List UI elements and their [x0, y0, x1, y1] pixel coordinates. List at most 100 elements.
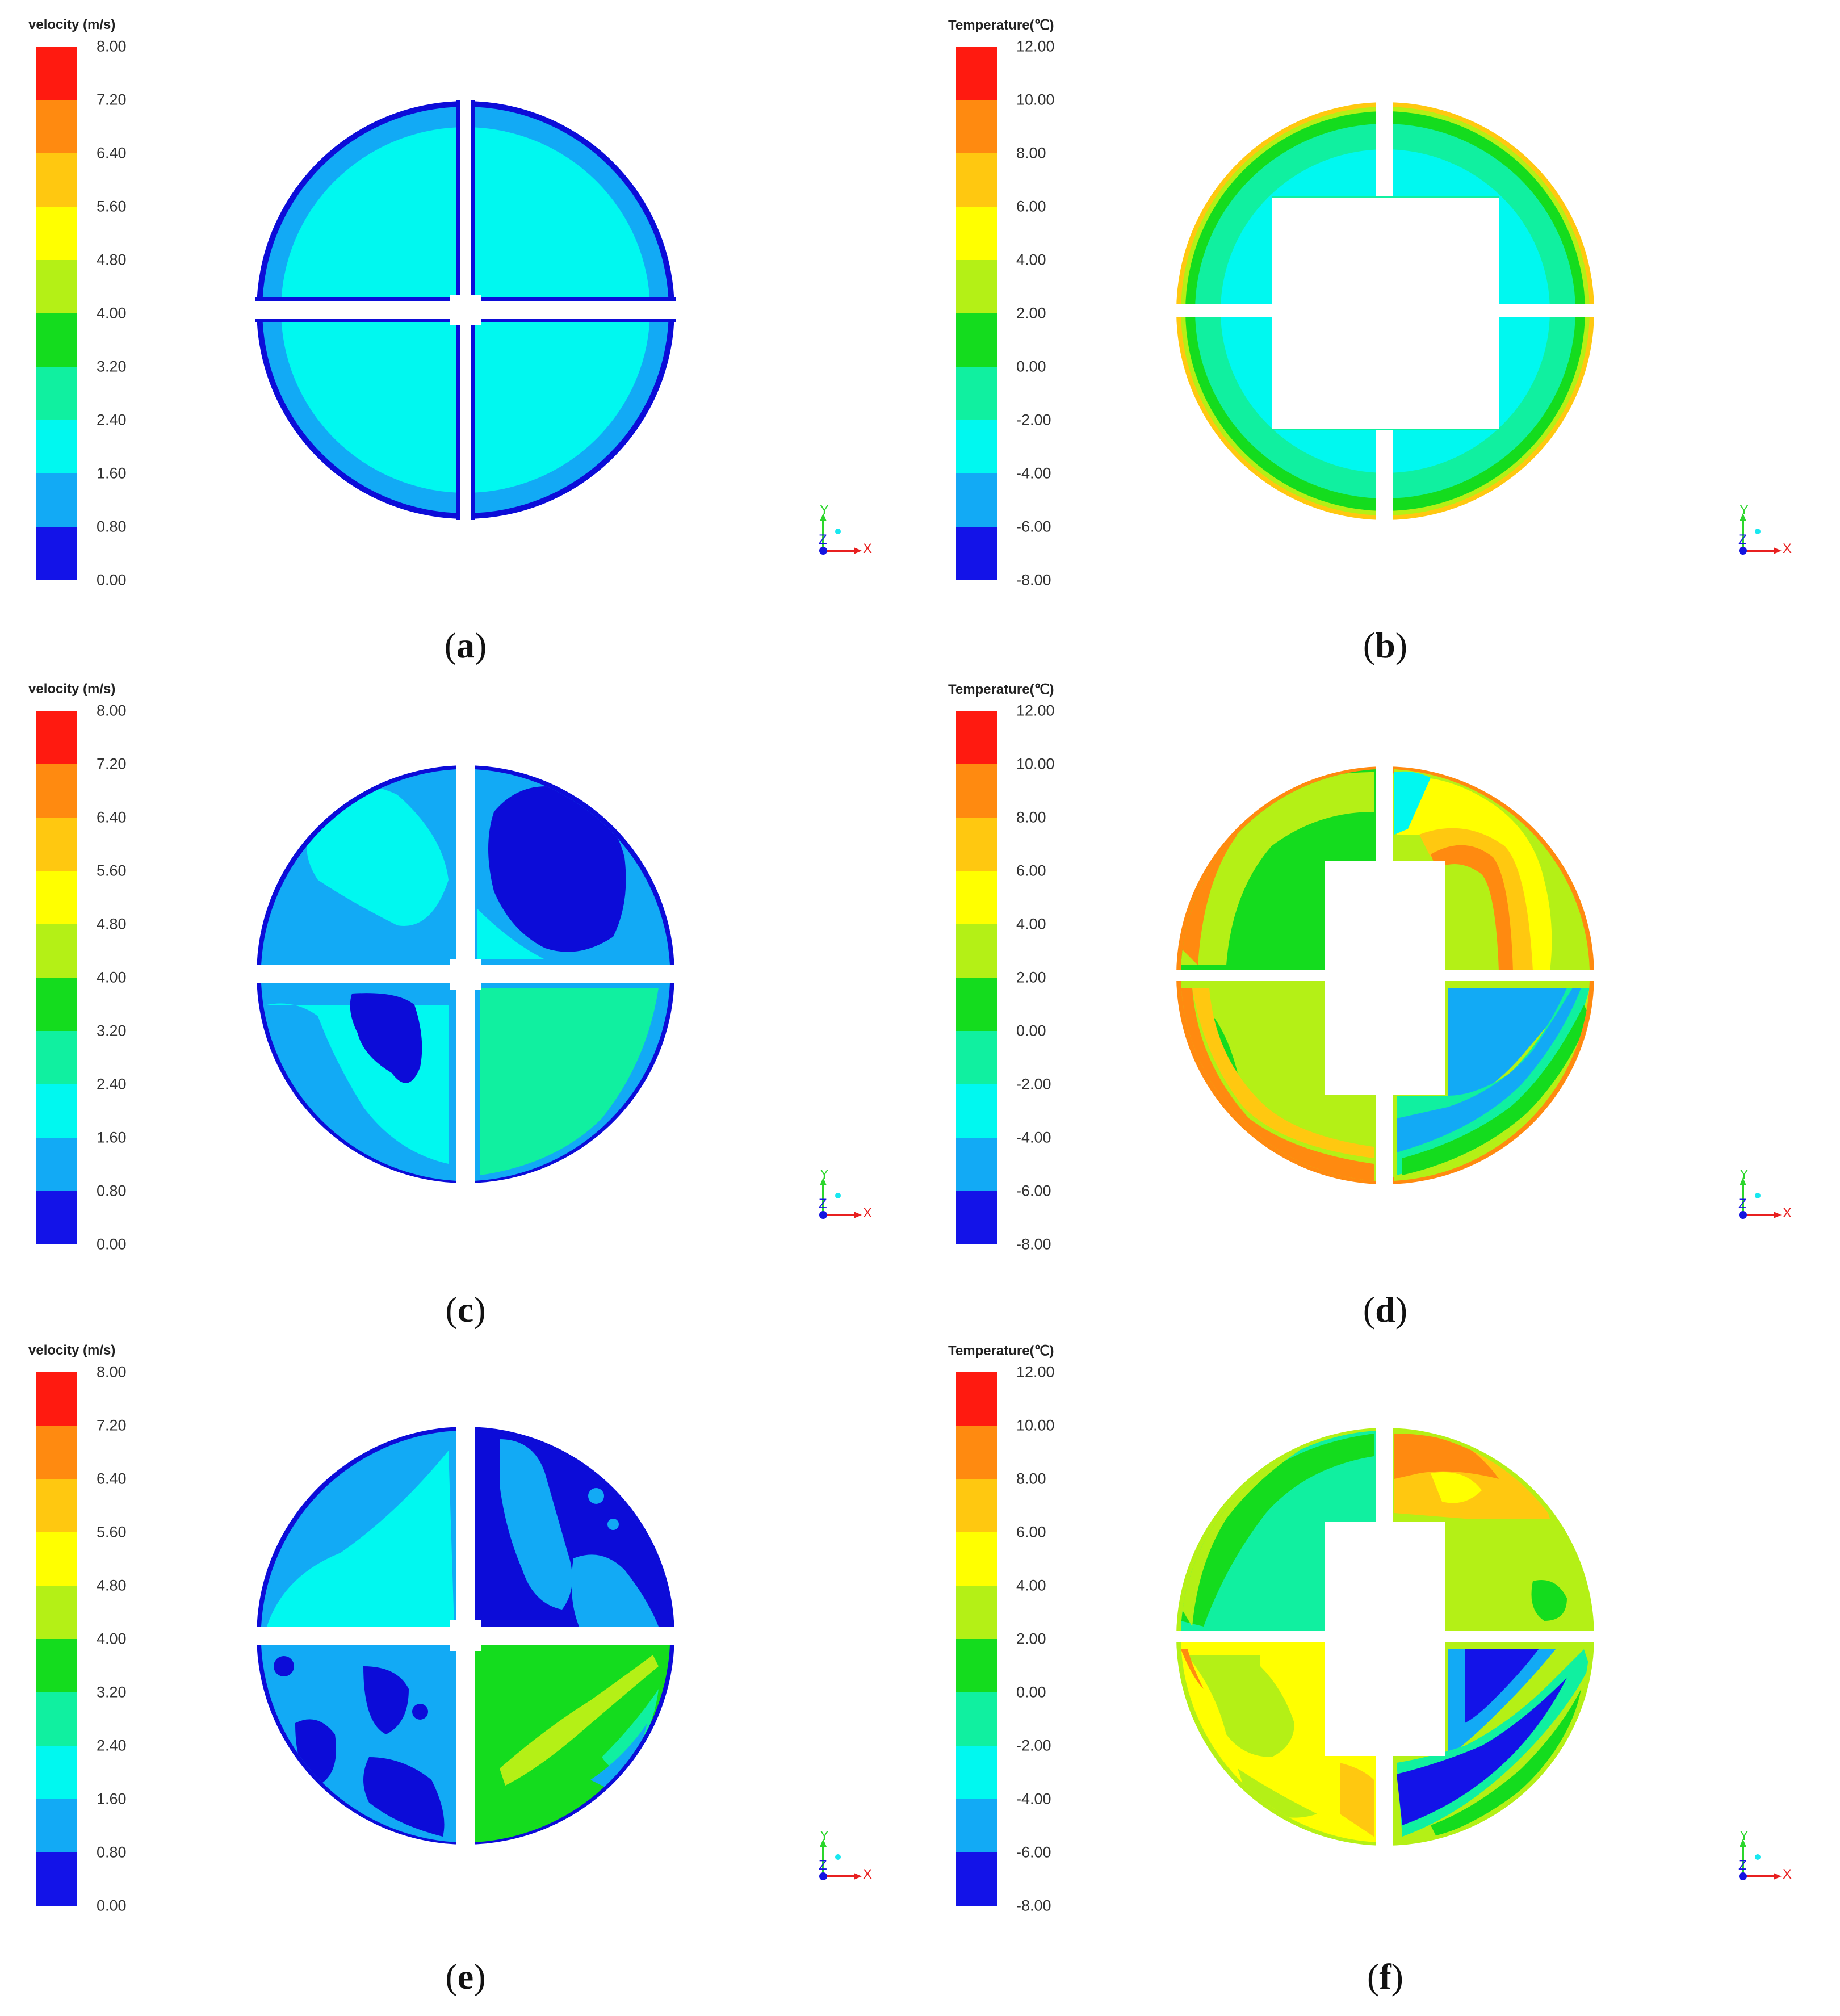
- temperature-tick-labels: 12.00 10.00 8.00 6.00 4.00 2.00 0.00 -2.…: [1016, 1364, 1084, 1914]
- tick-label: 5.60: [97, 1523, 127, 1541]
- panel-caption: (c): [445, 1289, 486, 1330]
- tick-label: 10.00: [1016, 1416, 1055, 1434]
- tick-label: 10.00: [1016, 755, 1055, 773]
- panel-caption: (a): [444, 625, 487, 665]
- velocity-color-bar: [36, 1372, 77, 1906]
- temperature-legend-title: Temperature(℃): [948, 18, 1054, 33]
- tick-label: 2.00: [1016, 304, 1046, 322]
- velocity-contour-plot: [250, 761, 681, 1192]
- svg-text:X: X: [1783, 1205, 1792, 1221]
- svg-text:Y: Y: [1740, 505, 1749, 518]
- tick-label: 7.20: [97, 1416, 127, 1434]
- panel-c: velocity (m/s) 8.00 7.20 6.40 5.60 4.80 …: [0, 664, 920, 1336]
- tick-label: -4.00: [1016, 1790, 1051, 1808]
- tick-label: -6.00: [1016, 1843, 1051, 1861]
- tick-label: 12.00: [1016, 1363, 1055, 1381]
- tick-label: -6.00: [1016, 1182, 1051, 1200]
- velocity-legend-title: velocity (m/s): [28, 17, 116, 32]
- tick-label: 8.00: [1016, 144, 1046, 162]
- tick-label: 5.60: [97, 198, 127, 215]
- tick-label: 8.00: [1016, 1470, 1046, 1487]
- svg-text:Y: Y: [820, 1170, 829, 1182]
- tick-label: 2.40: [97, 1075, 127, 1093]
- svg-text:Z: Z: [819, 532, 827, 547]
- tick-label: -6.00: [1016, 518, 1051, 535]
- axis-triad-icon: Y Z X: [1738, 505, 1792, 556]
- tick-label: -4.00: [1016, 464, 1051, 482]
- tick-label: 0.00: [1016, 358, 1046, 375]
- velocity-tick-labels: 8.00 7.20 6.40 5.60 4.80 4.00 3.20 2.40 …: [97, 702, 165, 1253]
- panel-caption: (b): [1363, 625, 1408, 665]
- svg-text:Z: Z: [1738, 1196, 1747, 1212]
- tick-label: 10.00: [1016, 91, 1055, 108]
- tick-label: 6.00: [1016, 1523, 1046, 1541]
- temperature-tick-labels: 12.00 10.00 8.00 6.00 4.00 2.00 0.00 -2.…: [1016, 38, 1084, 589]
- tick-label: 2.40: [97, 1737, 127, 1754]
- temperature-legend-title: Temperature(℃): [948, 1343, 1054, 1359]
- tick-label: 4.80: [97, 251, 127, 269]
- tick-label: 8.00: [97, 702, 127, 719]
- velocity-tick-labels: 8.00 7.20 6.40 5.60 4.80 4.00 3.20 2.40 …: [97, 1364, 165, 1914]
- temperature-contour-plot: [1170, 761, 1601, 1192]
- axis-triad-icon: Y Z X: [819, 505, 872, 556]
- tick-label: -2.00: [1016, 411, 1051, 429]
- panel-f: Temperature(℃) 12.00 10.00 8.00 6.00 4.0…: [920, 1326, 1839, 1997]
- temperature-color-bar: [956, 711, 997, 1244]
- tick-label: 2.00: [1016, 969, 1046, 986]
- velocity-legend-title: velocity (m/s): [28, 1343, 116, 1358]
- tick-label: 3.20: [97, 1022, 127, 1040]
- svg-text:X: X: [1783, 541, 1792, 556]
- velocity-legend-title: velocity (m/s): [28, 681, 116, 697]
- temperature-tick-labels: 12.00 10.00 8.00 6.00 4.00 2.00 0.00 -2.…: [1016, 702, 1084, 1253]
- tick-label: 6.40: [97, 808, 127, 826]
- tick-label: 0.80: [97, 1843, 127, 1861]
- tick-label: 1.60: [97, 464, 127, 482]
- temperature-legend-title: Temperature(℃): [948, 682, 1054, 697]
- tick-label: -8.00: [1016, 1897, 1051, 1914]
- tick-label: 4.00: [97, 304, 127, 322]
- tick-label: 0.00: [1016, 1022, 1046, 1040]
- panel-caption: (d): [1363, 1289, 1408, 1330]
- svg-text:Y: Y: [1740, 1831, 1749, 1843]
- axis-triad-icon: Y Z X: [819, 1831, 872, 1882]
- tick-label: 6.00: [1016, 862, 1046, 879]
- tick-label: 4.00: [1016, 915, 1046, 933]
- panel-b: Temperature(℃) 12.00 10.00 8.00 6.00 4.0…: [920, 0, 1839, 672]
- axis-triad-icon: Y Z X: [1738, 1831, 1792, 1882]
- tick-label: 3.20: [97, 1683, 127, 1701]
- temperature-color-bar: [956, 47, 997, 580]
- tick-label: 4.00: [97, 969, 127, 986]
- panel-caption: (e): [445, 1956, 486, 1997]
- svg-text:Y: Y: [820, 1831, 829, 1843]
- tick-label: 0.80: [97, 518, 127, 535]
- velocity-contour-plot: [250, 97, 681, 528]
- svg-text:X: X: [1783, 1867, 1792, 1882]
- tick-label: -2.00: [1016, 1737, 1051, 1754]
- tick-label: 3.20: [97, 358, 127, 375]
- svg-text:X: X: [863, 1867, 872, 1882]
- tick-label: 8.00: [1016, 808, 1046, 826]
- tick-label: 4.80: [97, 915, 127, 933]
- velocity-contour-plot: [250, 1422, 681, 1854]
- tick-label: 0.00: [97, 1235, 127, 1253]
- tick-label: 4.00: [1016, 1577, 1046, 1594]
- axis-triad-icon: Y Z X: [819, 1170, 872, 1221]
- tick-label: 6.00: [1016, 198, 1046, 215]
- axis-triad-icon: Y Z X: [1738, 1170, 1792, 1221]
- tick-label: 0.00: [97, 1897, 127, 1914]
- svg-text:X: X: [863, 1205, 872, 1221]
- tick-label: 6.40: [97, 1470, 127, 1487]
- tick-label: 12.00: [1016, 37, 1055, 55]
- tick-label: 4.80: [97, 1577, 127, 1594]
- tick-label: 4.00: [97, 1630, 127, 1648]
- svg-text:Y: Y: [820, 505, 829, 518]
- tick-label: -8.00: [1016, 571, 1051, 589]
- svg-text:X: X: [863, 541, 872, 556]
- tick-label: 4.00: [1016, 251, 1046, 269]
- tick-label: -8.00: [1016, 1235, 1051, 1253]
- tick-label: 5.60: [97, 862, 127, 879]
- tick-label: 1.60: [97, 1790, 127, 1808]
- velocity-color-bar: [36, 47, 77, 580]
- tick-label: 8.00: [97, 37, 127, 55]
- svg-text:Y: Y: [1740, 1170, 1749, 1182]
